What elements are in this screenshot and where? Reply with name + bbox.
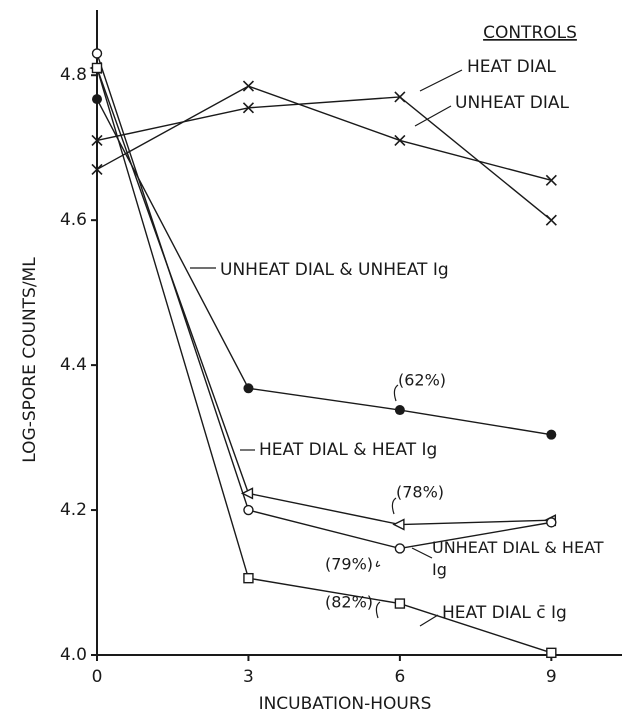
series-line — [96, 96, 552, 221]
legend-title: CONTROLS — [483, 23, 577, 43]
y-tick-label: 4.2 — [60, 500, 87, 520]
point — [546, 647, 557, 659]
y-tick-label: 4.8 — [60, 65, 87, 85]
point — [91, 163, 103, 176]
series-line — [96, 98, 552, 436]
point — [243, 383, 254, 394]
point — [394, 91, 406, 103]
point — [243, 504, 254, 516]
point — [243, 572, 254, 584]
series-label: HEAT DIAL — [467, 57, 556, 77]
point — [394, 598, 406, 609]
y-tick-label: 4.4 — [60, 355, 87, 375]
arrow — [375, 601, 381, 619]
y-tick-label: 4.6 — [60, 210, 87, 230]
point — [92, 94, 102, 105]
y-axis-title: LOG-SPORE COUNTS/ML — [20, 257, 40, 463]
x-tick-label: 9 — [546, 667, 557, 687]
point — [91, 134, 103, 147]
x-tick-label: 6 — [394, 667, 405, 687]
series-label: UNHEAT DIAL & UNHEAT Ig — [220, 260, 449, 280]
point — [91, 62, 103, 74]
x-axis-title: INCUBATION-HOURS — [259, 694, 432, 714]
series-label: UNHEAT DIAL & HEAT Ig — [432, 538, 604, 579]
point — [394, 405, 405, 416]
label-leader — [411, 547, 433, 559]
point — [242, 102, 255, 114]
point — [394, 543, 406, 554]
series-line — [96, 53, 552, 550]
label-leader — [419, 69, 463, 92]
point — [546, 517, 557, 528]
label-leader — [414, 105, 452, 127]
point — [545, 214, 557, 226]
series-label: HEAT DIAL & HEAT Ig — [259, 440, 437, 460]
x-tick-label: 0 — [92, 667, 103, 687]
series-label-box: UNHEAT DIAL & HEAT Ig — [432, 538, 604, 579]
x-tick-label: 3 — [243, 667, 254, 687]
point — [91, 48, 103, 59]
point — [546, 429, 557, 440]
arrow — [391, 497, 397, 515]
annotation: (62%) — [398, 371, 446, 390]
annotation: (78%) — [396, 483, 444, 502]
series-line — [96, 85, 552, 181]
annotation: (82%) — [325, 593, 373, 612]
point — [242, 80, 255, 92]
arrow — [375, 560, 381, 567]
series-label: UNHEAT DIAL — [455, 93, 570, 113]
point — [240, 487, 254, 500]
point — [545, 174, 557, 186]
label-leader — [419, 614, 439, 627]
point — [394, 134, 406, 147]
point — [392, 518, 405, 531]
annotation: (79%) — [325, 555, 373, 574]
arrow — [393, 384, 399, 402]
series-label: HEAT DIAL c̄ Ig — [442, 603, 567, 623]
y-tick-label: 4.0 — [60, 645, 87, 665]
series-line — [96, 67, 552, 654]
